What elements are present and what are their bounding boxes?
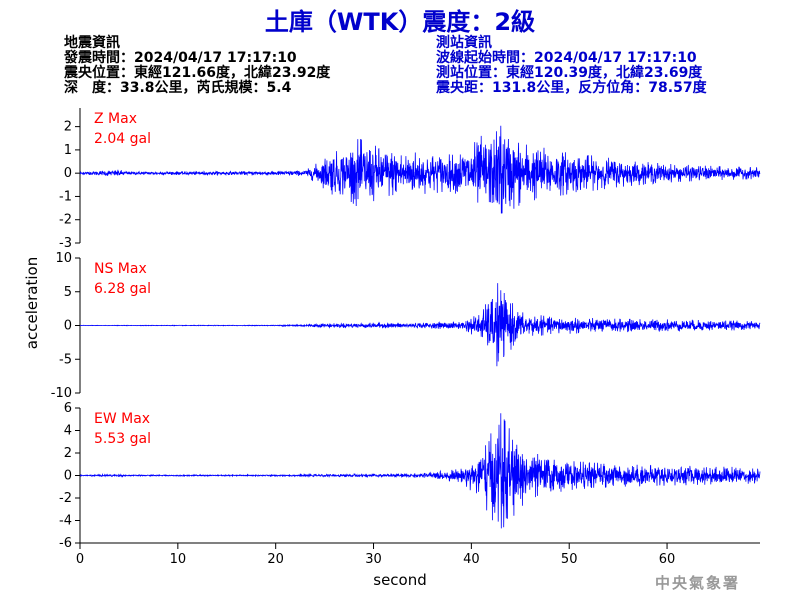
epicenter-location: 震央位置：東經121.66度，北緯23.92度 xyxy=(64,65,331,81)
x-tick-label: 60 xyxy=(659,552,676,567)
max-value-ns: 6.28 gal xyxy=(94,281,151,297)
x-axis: 0 10 20 30 40 50 60 xyxy=(76,542,760,567)
y-tick-label: 0 xyxy=(64,166,72,181)
y-tick-label: 10 xyxy=(55,251,72,266)
max-label-ew: EW Max xyxy=(94,411,150,427)
x-tick-label: 10 xyxy=(170,552,187,567)
y-tick-label: -10 xyxy=(51,386,72,401)
x-tick-label: 30 xyxy=(365,552,382,567)
max-label-ns: NS Max xyxy=(94,261,147,277)
y-tick-label: -2 xyxy=(59,213,72,228)
waveform-start-time: 波線起始時間：2024/04/17 17:17:10 xyxy=(436,50,697,66)
max-value-ew: 5.53 gal xyxy=(94,431,151,447)
y-tick-label: -3 xyxy=(59,236,72,251)
max-value-z: 2.04 gal xyxy=(94,131,151,147)
y-tick-label: 5 xyxy=(64,285,72,300)
panel-ew: 6 4 2 0 -2 -4 -6 EW Max 5.53 gal xyxy=(59,401,761,551)
y-tick-label: 0 xyxy=(64,469,72,484)
y-tick-label: -1 xyxy=(59,189,72,204)
y-tick-label: 6 xyxy=(64,401,72,416)
waveform-z xyxy=(79,125,761,214)
y-tick-label: 1 xyxy=(64,143,72,158)
x-tick-label: 0 xyxy=(76,552,84,567)
station-info: 測站資訊 波線起始時間：2024/04/17 17:17:10 測站位置：東經120… xyxy=(436,36,707,96)
max-label-z: Z Max xyxy=(94,111,137,127)
earthquake-info: 地震資訊 發震時間：2024/04/17 17:17:10 震央位置：東經121.6… xyxy=(64,36,330,96)
x-axis-title: second xyxy=(373,571,427,589)
chart-title: 土庫（WTK）震度：2級 xyxy=(264,8,536,36)
station-info-heading: 測站資訊 xyxy=(436,35,492,51)
station-location: 測站位置：東經120.39度，北緯23.69度 xyxy=(436,65,703,81)
panel-ns: 10 5 0 -5 -10 NS Max 6.28 gal xyxy=(51,251,761,401)
y-axis-title: acceleration xyxy=(23,257,41,349)
x-tick-label: 40 xyxy=(463,552,480,567)
x-tick-label: 20 xyxy=(267,552,284,567)
y-tick-label: -5 xyxy=(59,352,72,367)
earthquake-info-heading: 地震資訊 xyxy=(64,35,120,51)
y-tick-label: -4 xyxy=(59,514,72,529)
origin-time: 發震時間：2024/04/17 17:17:10 xyxy=(64,50,297,66)
y-tick-label: -2 xyxy=(59,491,72,506)
y-tick-label: 2 xyxy=(64,120,72,135)
depth-magnitude: 深 度：33.8公里，芮氏規模：5.4 xyxy=(64,80,292,96)
panel-z: 2 1 0 -1 -2 -3 Z Max 2.04 gal xyxy=(59,108,761,251)
y-tick-label: 4 xyxy=(64,424,72,439)
epicentral-distance-azimuth: 震央距：131.8公里，反方位角：78.57度 xyxy=(436,80,707,96)
x-tick-label: 50 xyxy=(561,552,578,567)
y-tick-label: 0 xyxy=(64,319,72,334)
agency-name: 中央氣象署 xyxy=(655,574,741,592)
y-tick-label: 2 xyxy=(64,446,72,461)
y-tick-label: -6 xyxy=(59,536,72,551)
waveform-ns xyxy=(79,283,761,367)
waveform-ew xyxy=(79,413,761,529)
